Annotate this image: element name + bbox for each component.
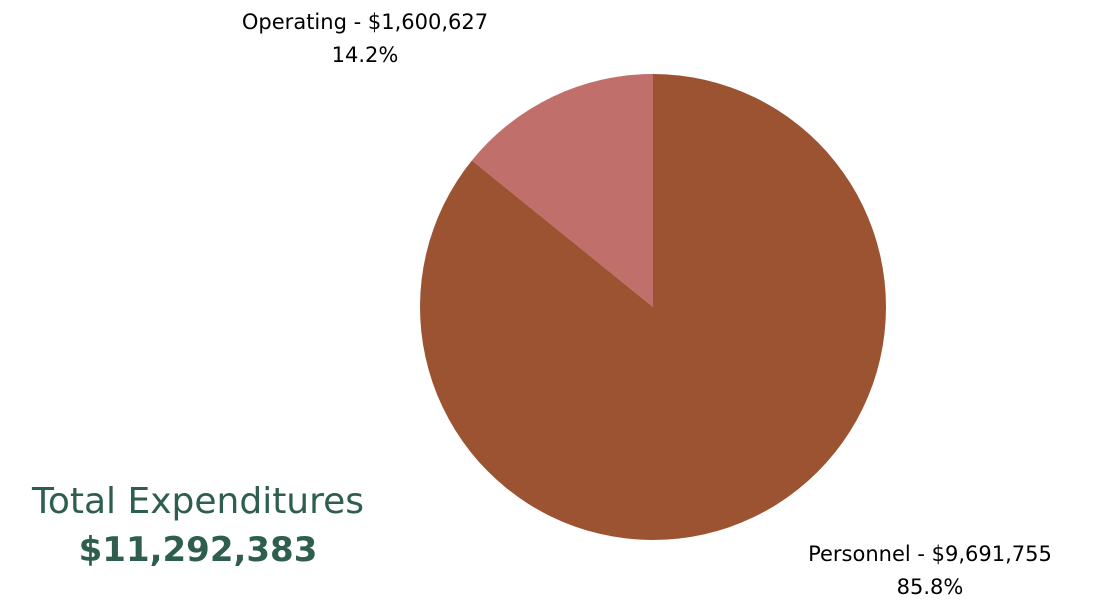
personnel-percent: 85.8% — [896, 575, 964, 599]
operating-name: Operating — [241, 10, 347, 34]
operating-percent: 14.2% — [331, 43, 399, 67]
personnel-amount: $9,691,755 — [931, 542, 1052, 566]
operating-amount: $1,600,627 — [367, 10, 489, 34]
pie-slice-operating — [471, 74, 653, 307]
slice-label-operating: Operating - $1,600,627 14.2% — [190, 6, 540, 72]
pie-slice-personnel — [420, 73, 886, 541]
slice-label-personnel: Personnel - $9,691,755 85.8% — [760, 538, 1100, 604]
personnel-name: Personnel — [808, 542, 911, 566]
pie-slices — [420, 73, 886, 541]
total-summary: Total Expenditures $11,292,383 — [0, 478, 396, 574]
total-value: $11,292,383 — [78, 530, 318, 570]
total-title: Total Expenditures — [31, 481, 365, 522]
